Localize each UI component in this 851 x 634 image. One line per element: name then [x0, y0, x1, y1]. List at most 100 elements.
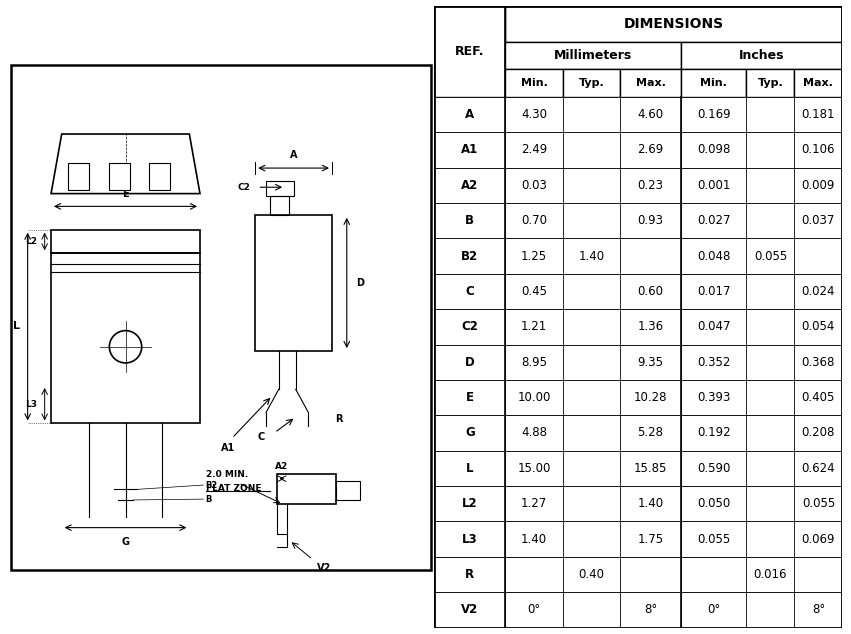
Text: 0.055: 0.055 [697, 533, 730, 546]
Text: 0.70: 0.70 [521, 214, 547, 227]
Text: D: D [465, 356, 475, 369]
Text: C2: C2 [461, 320, 478, 333]
Text: 0.001: 0.001 [697, 179, 730, 191]
Bar [266, 181, 294, 196]
Text: Typ.: Typ. [757, 78, 783, 88]
Bar [434, 344, 842, 380]
Bar [434, 274, 842, 309]
Text: 15.85: 15.85 [634, 462, 667, 475]
Text: E: E [465, 391, 474, 404]
Text: G: G [465, 427, 475, 439]
Text: 0.590: 0.590 [697, 462, 730, 475]
Text: 0.048: 0.048 [697, 250, 730, 262]
Text: A1: A1 [461, 143, 478, 157]
Bar [434, 380, 842, 415]
Bar [434, 557, 842, 592]
Text: B2: B2 [461, 250, 478, 262]
Bar [434, 592, 842, 628]
Text: 0.169: 0.169 [697, 108, 731, 121]
Text: G: G [122, 537, 129, 547]
Text: C: C [257, 432, 265, 442]
Bar [271, 196, 289, 215]
Text: Min.: Min. [700, 78, 728, 88]
Bar [434, 132, 842, 167]
Text: Millimeters: Millimeters [554, 49, 632, 62]
Text: 9.35: 9.35 [637, 356, 664, 369]
Text: REF.: REF. [455, 45, 484, 58]
Text: 1.75: 1.75 [637, 533, 664, 546]
Text: C2: C2 [237, 183, 250, 191]
Text: 8°: 8° [812, 604, 825, 616]
Text: C: C [465, 285, 474, 298]
Bar [434, 238, 842, 274]
Text: 0.60: 0.60 [637, 285, 664, 298]
Bar [434, 203, 842, 238]
Bar [68, 162, 89, 190]
Text: A2: A2 [461, 179, 478, 191]
Text: 0.069: 0.069 [802, 533, 835, 546]
Bar [434, 415, 842, 451]
Bar [434, 451, 842, 486]
Bar [255, 215, 332, 351]
Text: 0.45: 0.45 [521, 285, 547, 298]
Text: 0°: 0° [528, 604, 540, 616]
Bar [434, 522, 842, 557]
Bar [681, 42, 842, 69]
Text: 0.368: 0.368 [802, 356, 835, 369]
Text: D: D [357, 278, 364, 288]
Text: 0.055: 0.055 [754, 250, 787, 262]
Bar [434, 6, 505, 97]
Text: 0.352: 0.352 [697, 356, 730, 369]
Text: 0.024: 0.024 [802, 285, 835, 298]
Text: 1.25: 1.25 [521, 250, 547, 262]
Bar [51, 230, 200, 253]
Bar [746, 69, 794, 97]
Text: 0.009: 0.009 [802, 179, 835, 191]
Text: 4.60: 4.60 [637, 108, 664, 121]
Text: 5.28: 5.28 [637, 427, 664, 439]
Text: 0.047: 0.047 [697, 320, 730, 333]
Text: A1: A1 [220, 443, 235, 453]
Text: A: A [290, 150, 297, 160]
Bar [277, 474, 336, 504]
Text: 0.050: 0.050 [697, 497, 730, 510]
Text: DIMENSIONS: DIMENSIONS [624, 17, 724, 31]
Text: 1.40: 1.40 [521, 533, 547, 546]
Text: 0.405: 0.405 [802, 391, 835, 404]
Text: V2: V2 [317, 563, 331, 573]
Text: 8.95: 8.95 [521, 356, 547, 369]
Text: 0.106: 0.106 [802, 143, 835, 157]
Text: FLAT ZONE: FLAT ZONE [207, 484, 262, 493]
Text: 0.027: 0.027 [697, 214, 730, 227]
Text: 0.393: 0.393 [697, 391, 730, 404]
Text: B2: B2 [205, 481, 217, 489]
Bar [434, 309, 842, 344]
Text: R: R [335, 414, 343, 424]
Bar [505, 6, 842, 42]
Text: 1.36: 1.36 [637, 320, 664, 333]
Text: Min.: Min. [521, 78, 547, 88]
Text: Inches: Inches [739, 49, 785, 62]
Text: 0.192: 0.192 [697, 427, 731, 439]
Text: 1.40: 1.40 [578, 250, 604, 262]
Text: Typ.: Typ. [579, 78, 604, 88]
Text: L: L [13, 321, 20, 330]
Bar [434, 167, 842, 203]
Text: 8°: 8° [644, 604, 657, 616]
Text: 10.00: 10.00 [517, 391, 551, 404]
Bar [434, 97, 842, 132]
Bar [681, 69, 746, 97]
Text: 0.03: 0.03 [521, 179, 547, 191]
Text: V2: V2 [461, 604, 478, 616]
Text: 0.037: 0.037 [802, 214, 835, 227]
Bar [109, 162, 129, 190]
Text: Max.: Max. [803, 78, 833, 88]
Text: 0.40: 0.40 [579, 568, 604, 581]
Bar [794, 69, 842, 97]
Bar [505, 42, 681, 69]
Text: 0.93: 0.93 [637, 214, 664, 227]
Bar [505, 69, 563, 97]
Text: B: B [465, 214, 474, 227]
Bar [336, 481, 359, 500]
Text: 4.30: 4.30 [521, 108, 547, 121]
